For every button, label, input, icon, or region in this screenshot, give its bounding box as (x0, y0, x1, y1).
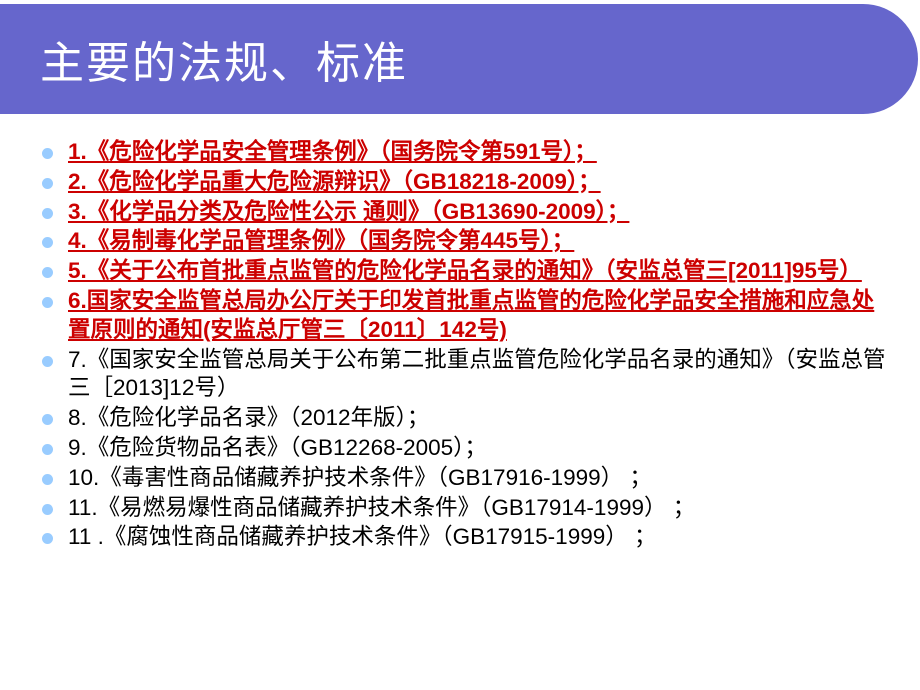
item-text: 1.《危险化学品安全管理条例》（国务院令第591号）； (68, 139, 597, 164)
item-text: 2.《危险化学品重大危险源辩识》（GB18218-2009）； (68, 169, 601, 194)
item-text: 7.《国家安全监管总局关于公布第二批重点监管危险化学品名录的通知》（安监总管三［… (68, 347, 886, 401)
list-item: 4.《易制毒化学品管理条例》（国务院令第445号）； (38, 227, 890, 256)
list-item: 11.《易燃易爆性商品储藏养护技术条件》（GB17914-1999） ； (38, 494, 890, 523)
item-text: 5.《关于公布首批重点监管的危险化学品名录的通知》（安监总管三[2011]95号… (68, 258, 862, 283)
list-item: 6.国家安全监管总局办公厅关于印发首批重点监管的危险化学品安全措施和应急处置原则… (38, 287, 890, 345)
item-text: 11 .《腐蚀性商品储藏养护技术条件》（GB17915-1999） ； (68, 524, 656, 549)
list-item: 10.《毒害性商品储藏养护技术条件》（GB17916-1999） ； (38, 464, 890, 493)
item-text: 4.《易制毒化学品管理条例》（国务院令第445号）； (68, 228, 574, 253)
item-text: 11.《易燃易爆性商品储藏养护技术条件》（GB17914-1999） ； (68, 495, 695, 520)
item-text: 3.《化学品分类及危险性公示 通则》（GB13690-2009）； (68, 199, 629, 224)
list-item: 9.《危险货物品名表》（GB12268-2005）； (38, 434, 890, 463)
list-item: 7.《国家安全监管总局关于公布第二批重点监管危险化学品名录的通知》（安监总管三［… (38, 346, 890, 404)
slide-title: 主要的法规、标准 (40, 27, 408, 91)
title-band: 主要的法规、标准 (0, 4, 918, 114)
list-item: 2.《危险化学品重大危险源辩识》（GB18218-2009）； (38, 168, 890, 197)
list-item: 5.《关于公布首批重点监管的危险化学品名录的通知》（安监总管三[2011]95号… (38, 257, 890, 286)
list-item: 8.《危险化学品名录》（2012年版）； (38, 404, 890, 433)
content-area: 1.《危险化学品安全管理条例》（国务院令第591号）； 2.《危险化学品重大危险… (38, 138, 890, 553)
list-item: 3.《化学品分类及危险性公示 通则》（GB13690-2009）； (38, 198, 890, 227)
list-item: 11 .《腐蚀性商品储藏养护技术条件》（GB17915-1999） ； (38, 523, 890, 552)
list-item: 1.《危险化学品安全管理条例》（国务院令第591号）； (38, 138, 890, 167)
item-text: 9.《危险货物品名表》（GB12268-2005）； (68, 435, 487, 460)
regulation-list: 1.《危险化学品安全管理条例》（国务院令第591号）； 2.《危险化学品重大危险… (38, 138, 890, 552)
slide: 主要的法规、标准 1.《危险化学品安全管理条例》（国务院令第591号）； 2.《… (0, 0, 920, 690)
item-text: 10.《毒害性商品储藏养护技术条件》（GB17916-1999） ； (68, 465, 652, 490)
item-text: 6.国家安全监管总局办公厅关于印发首批重点监管的危险化学品安全措施和应急处置原则… (68, 288, 874, 342)
item-text: 8.《危险化学品名录》（2012年版）； (68, 405, 429, 430)
